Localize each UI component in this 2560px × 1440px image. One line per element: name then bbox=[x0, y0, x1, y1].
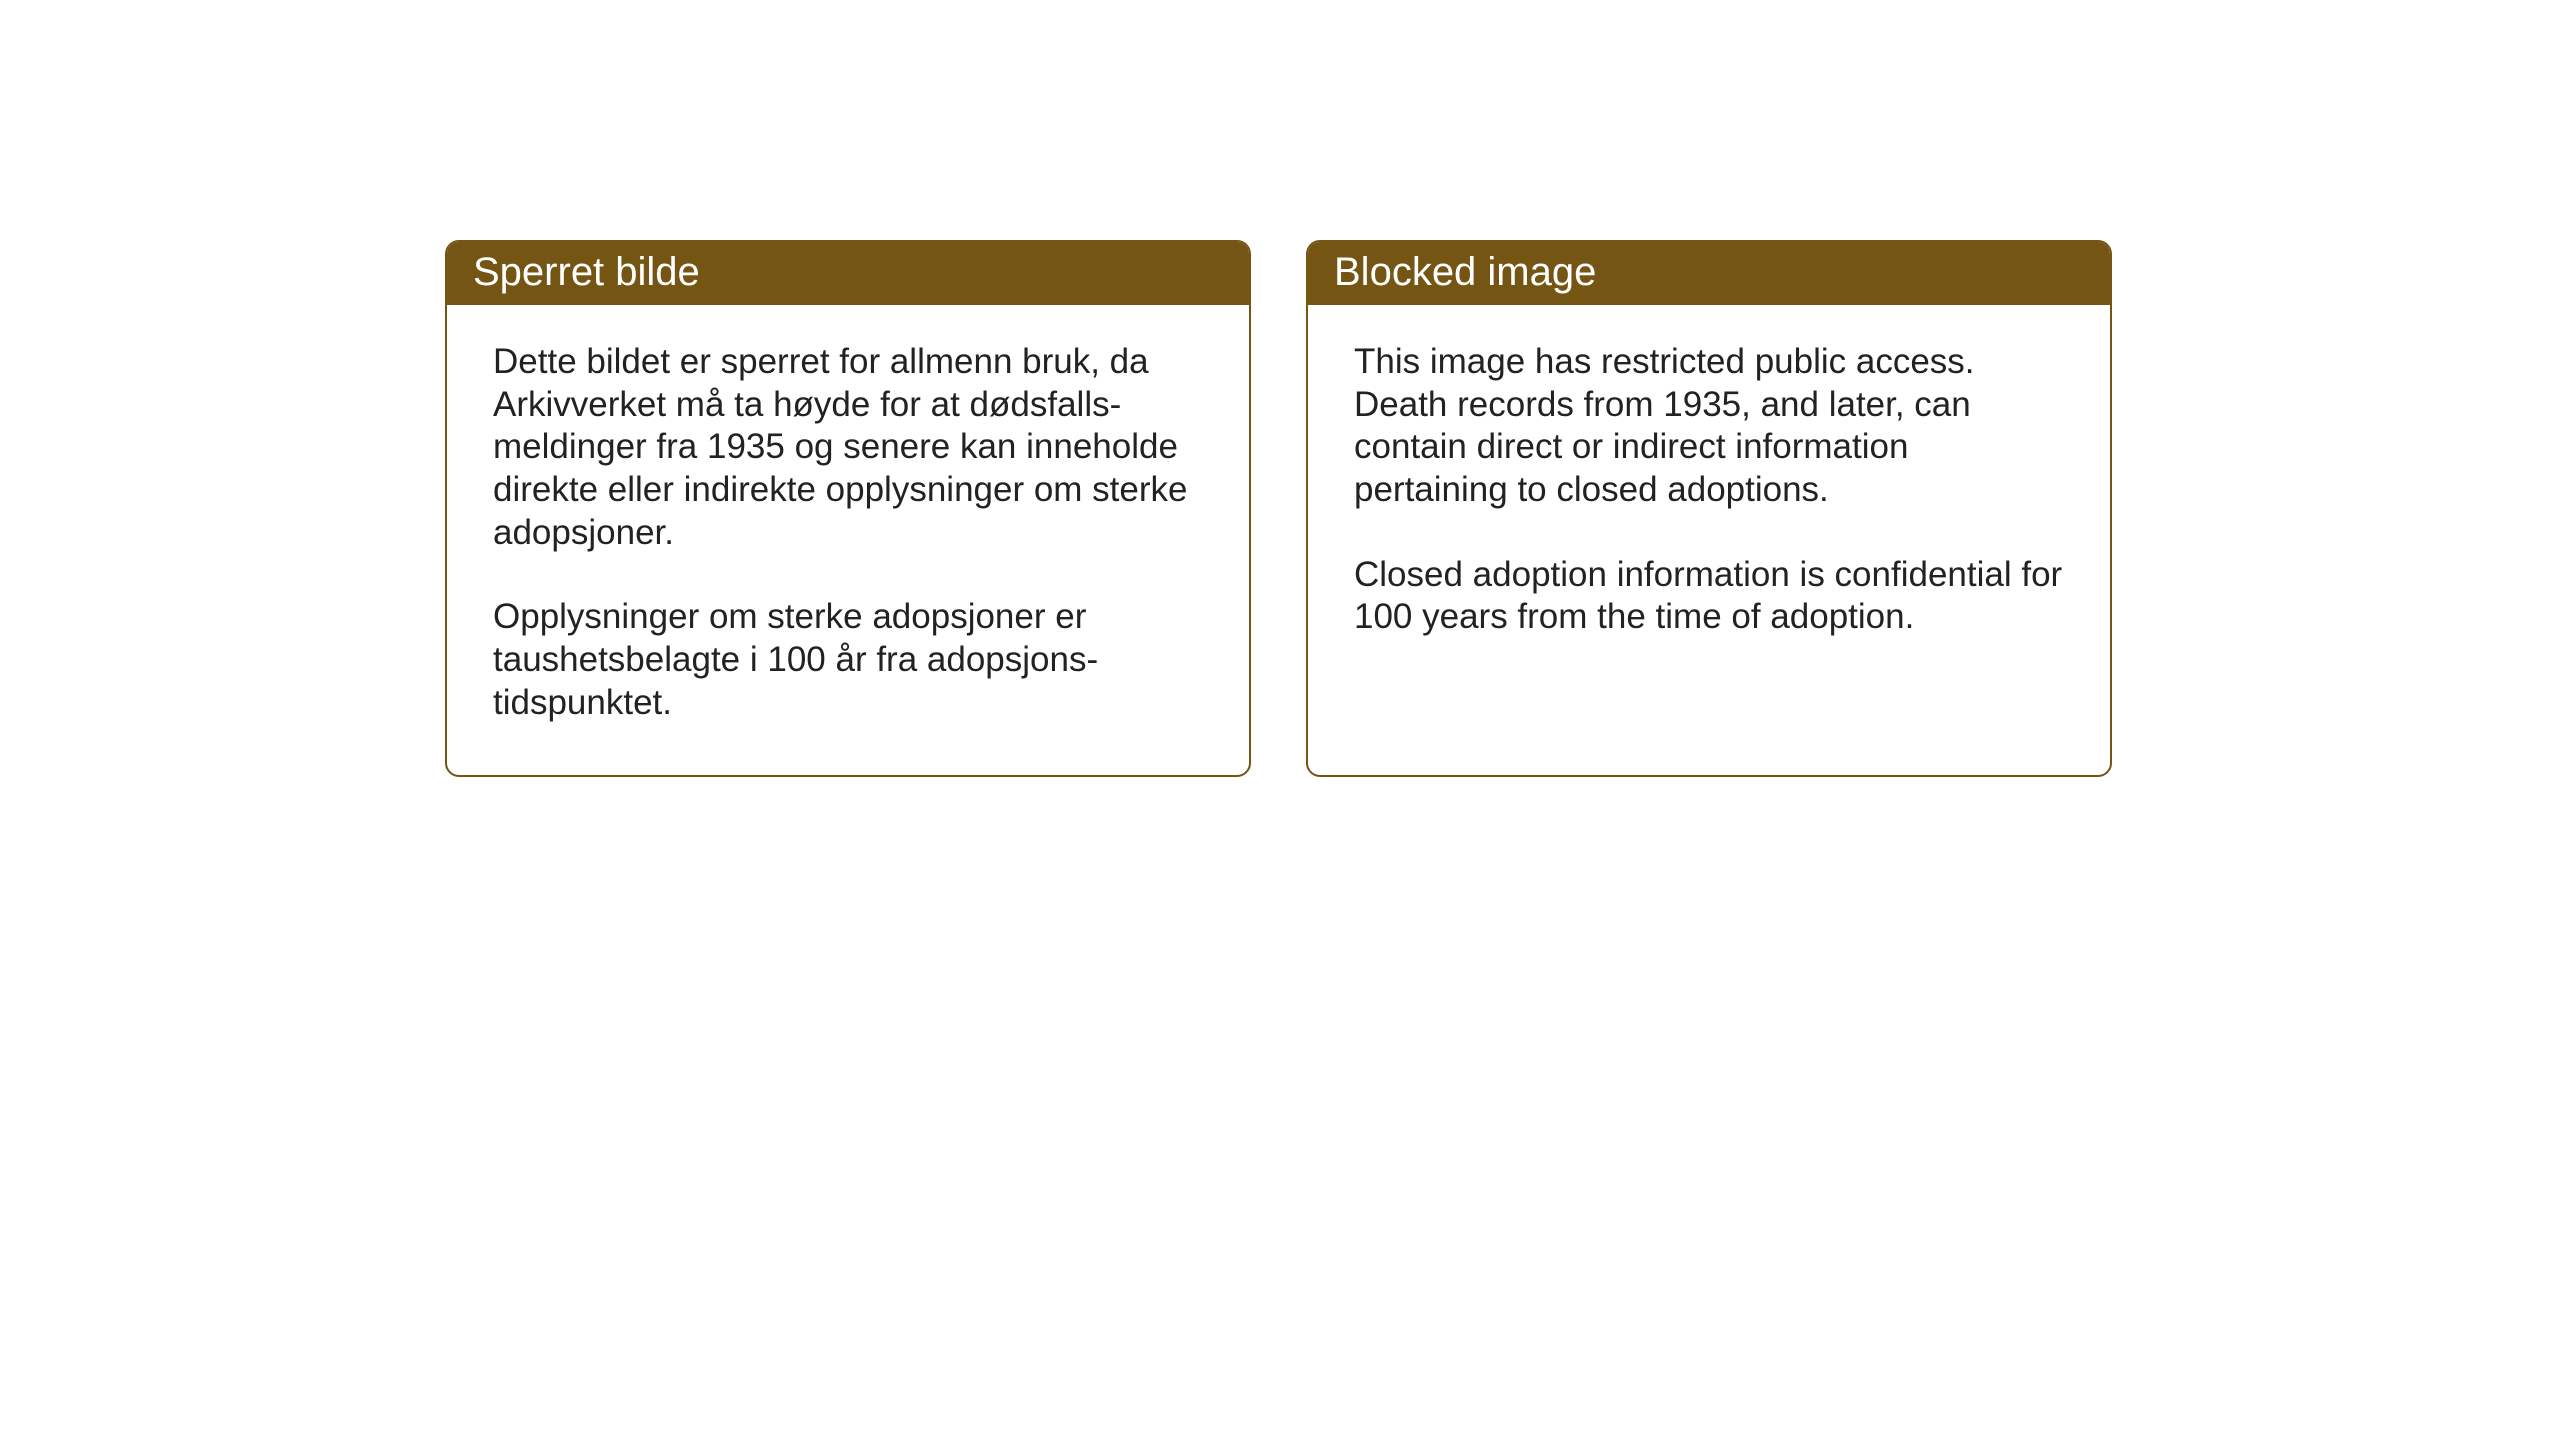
notice-container: Sperret bilde Dette bildet er sperret fo… bbox=[0, 0, 2560, 777]
notice-paragraph: Dette bildet er sperret for allmenn bruk… bbox=[493, 341, 1203, 554]
notice-paragraph: This image has restricted public access.… bbox=[1354, 341, 2064, 512]
notice-panel-norwegian: Sperret bilde Dette bildet er sperret fo… bbox=[445, 240, 1251, 777]
panel-header-norwegian: Sperret bilde bbox=[447, 242, 1249, 305]
panel-body-norwegian: Dette bildet er sperret for allmenn bruk… bbox=[447, 305, 1249, 775]
panel-header-english: Blocked image bbox=[1308, 242, 2110, 305]
notice-paragraph: Opplysninger om sterke adopsjoner er tau… bbox=[493, 596, 1203, 724]
notice-paragraph: Closed adoption information is confident… bbox=[1354, 554, 2064, 639]
panel-body-english: This image has restricted public access.… bbox=[1308, 305, 2110, 689]
notice-panel-english: Blocked image This image has restricted … bbox=[1306, 240, 2112, 777]
